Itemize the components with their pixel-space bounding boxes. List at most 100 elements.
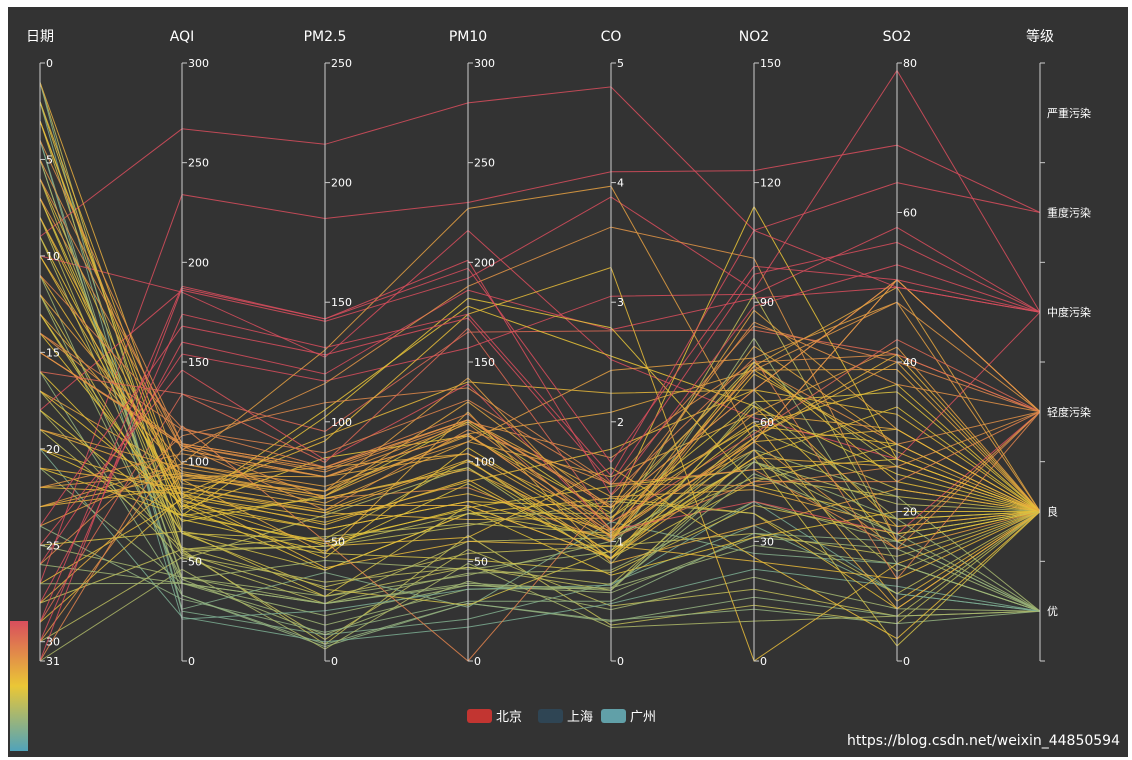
series-line-1-9[interactable] (39, 255, 1041, 538)
series-line-2-13[interactable] (39, 325, 1041, 486)
axis-tick-label-0-4: 20 (46, 443, 60, 456)
series-line-0-17[interactable] (39, 69, 1041, 411)
series-line-2-15[interactable] (39, 327, 1041, 523)
series-line-2-24[interactable] (39, 504, 1041, 574)
series-line-1-20[interactable] (39, 467, 1040, 576)
axis-tick-label-6-2: 40 (903, 356, 917, 369)
series-line-1-5[interactable] (39, 178, 1041, 550)
axis-name-6: SO2 (883, 29, 912, 45)
series-line-2-16[interactable] (39, 383, 1041, 559)
legend-label-0: 北京 (496, 710, 522, 725)
series-line-2-30[interactable] (39, 259, 1041, 662)
series-line-2-8[interactable] (39, 236, 1041, 586)
series-line-2-6[interactable] (39, 197, 1041, 534)
series-line-0-23[interactable] (39, 525, 1041, 633)
series-line-0-27[interactable] (39, 286, 1041, 604)
series-line-1-25[interactable] (39, 387, 1041, 565)
series-line-0-6[interactable] (39, 197, 1041, 545)
series-line-2-29[interactable] (39, 229, 1041, 642)
axis-tick-label-1-3: 150 (188, 356, 209, 369)
axis-tick-label-7-3: 中度污染 (1047, 305, 1091, 319)
series-line-1-1[interactable] (39, 101, 1041, 602)
axis-tick-label-1-0: 0 (188, 655, 195, 668)
axis-tick-label-5-1: 30 (760, 535, 774, 548)
visual-map-bar[interactable] (10, 621, 28, 751)
series-line-1-4[interactable] (39, 159, 1041, 612)
series-line-2-7[interactable] (39, 217, 1041, 559)
series-line-0-25[interactable] (39, 226, 1041, 565)
axis-name-3: PM10 (449, 29, 487, 45)
series-line-1-12[interactable] (39, 313, 1041, 523)
series-line-2-5[interactable] (39, 178, 1041, 509)
series-line-0-22[interactable] (39, 301, 1041, 512)
axis-tick-label-5-2: 60 (760, 416, 774, 429)
series-line-1-21[interactable] (39, 381, 1041, 528)
series-line-0-18[interactable] (39, 429, 1041, 588)
series-line-0-19[interactable] (39, 448, 1041, 643)
series-line-1-28[interactable] (39, 266, 1041, 662)
axis-tick-label-0-2: 10 (46, 250, 60, 263)
series-line-2-23[interactable] (39, 241, 1041, 527)
axis-tick-label-1-2: 100 (188, 456, 209, 469)
series-line-0-7[interactable] (39, 217, 1041, 530)
series-line-1-18[interactable] (39, 419, 1041, 528)
series-line-1-8[interactable] (39, 205, 1041, 514)
axis-tick-label-0-5: 25 (46, 539, 60, 552)
series-line-0-15[interactable] (39, 371, 1041, 648)
axis-tick-label-4-3: 3 (617, 296, 624, 309)
series-line-0-4[interactable] (39, 159, 1041, 612)
series-line-0-5[interactable] (39, 178, 1041, 523)
series-line-2-14[interactable] (39, 321, 1041, 507)
series-line-2-21[interactable] (39, 301, 1041, 532)
series-line-1-24[interactable] (39, 369, 1041, 546)
axis-tick-label-4-4: 4 (617, 177, 624, 190)
series-line-1-0[interactable] (39, 82, 1041, 612)
series-line-1-3[interactable] (39, 140, 1041, 620)
series-line-2-10[interactable] (39, 274, 1041, 539)
series-line-1-11[interactable] (39, 294, 1041, 559)
series-line-2-3[interactable] (39, 139, 1041, 509)
series-line-2-18[interactable] (39, 309, 1041, 522)
axis-tick-label-1-5: 250 (188, 157, 209, 170)
legend[interactable]: 北京 上海 广州 (467, 709, 656, 725)
axis-tick-label-0-7: 31 (46, 655, 60, 668)
legend-item-0[interactable]: 北京 (467, 709, 522, 725)
series-line-2-17[interactable] (39, 405, 1041, 559)
series-line-0-24[interactable] (39, 449, 1041, 612)
axis-tick-label-0-0: 0 (46, 57, 53, 70)
legend-item-1[interactable]: 上海 (538, 709, 593, 725)
axis-tick-label-3-4: 200 (474, 256, 495, 269)
series-line-0-29[interactable] (39, 461, 1041, 643)
series-line-0-16[interactable] (39, 390, 1041, 512)
axis-tick-label-1-1: 50 (188, 555, 202, 568)
chart-container: 日期 0 5 10 15 20 25 30 31 AQI 0 50 100 150 200 250 300 PM2… (8, 7, 1128, 757)
series-line-2-26[interactable] (39, 461, 1041, 612)
series-line-1-17[interactable] (39, 401, 1041, 565)
axis-tick-label-2-2: 100 (331, 416, 352, 429)
series-line-2-12[interactable] (39, 286, 1041, 512)
series-line-0-26[interactable] (39, 144, 1041, 584)
series-line-0-20[interactable] (39, 467, 1041, 626)
axis-name-5: NO2 (739, 29, 769, 45)
axis-tick-label-6-1: 20 (903, 506, 917, 519)
series-line-1-29[interactable] (39, 226, 1041, 642)
visual-map[interactable] (10, 621, 28, 751)
series-line-2-27[interactable] (39, 345, 1041, 604)
series-line-0-8[interactable] (39, 86, 1041, 237)
series-line-2-11[interactable] (39, 294, 1041, 531)
axis-tick-label-3-2: 100 (474, 456, 495, 469)
series-line-1-30[interactable] (39, 357, 1041, 662)
series-line-0-9[interactable] (39, 229, 1041, 460)
legend-swatch-2 (601, 709, 626, 723)
legend-label-1: 上海 (567, 710, 593, 725)
axis-tick-label-4-0: 0 (617, 655, 624, 668)
series-line-2-22[interactable] (39, 373, 1041, 543)
axis-tick-label-1-4: 200 (188, 256, 209, 269)
series-line-1-2[interactable] (39, 120, 1041, 610)
series-line-2-19[interactable] (39, 428, 1041, 560)
axis-tick-label-3-3: 150 (474, 356, 495, 369)
series-line-2-1[interactable] (39, 101, 1041, 597)
series-line-0-30[interactable] (39, 562, 1041, 662)
legend-item-2[interactable]: 广州 (601, 709, 656, 725)
axis-tick-label-3-0: 0 (474, 655, 481, 668)
